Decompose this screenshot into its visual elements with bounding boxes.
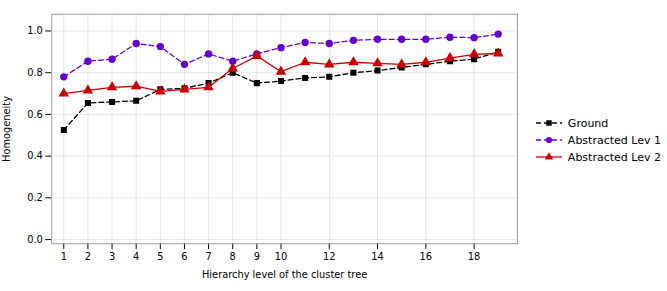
svg-text:4: 4 (133, 251, 139, 262)
svg-text:5: 5 (157, 251, 163, 262)
svg-text:0.8: 0.8 (27, 67, 43, 78)
html-text:Abstracted Lev 1: Abstracted Lev 1 (567, 133, 661, 147)
svg-text:2: 2 (85, 251, 91, 262)
svg-text:0.4: 0.4 (27, 150, 43, 161)
svg-text:18: 18 (468, 251, 481, 262)
svg-text:1: 1 (61, 251, 67, 262)
svg-text:1.0: 1.0 (27, 25, 43, 36)
svg-text:14: 14 (371, 251, 384, 262)
html-text:Ground: Ground (567, 116, 609, 130)
html-text:Abstracted Lev 2: Abstracted Lev 2 (567, 150, 661, 164)
svg-text:0.2: 0.2 (27, 192, 43, 203)
svg-text:3: 3 (109, 251, 115, 262)
svg-text:8: 8 (230, 251, 236, 262)
svg-text:12: 12 (323, 251, 336, 262)
svg-text:10: 10 (275, 251, 288, 262)
svg-text:9: 9 (254, 251, 260, 262)
svg-text:Hierarchy level of the cluster: Hierarchy level of the cluster tree (202, 269, 367, 280)
svg-text:0.0: 0.0 (27, 234, 43, 245)
svg-text:0.6: 0.6 (27, 109, 43, 120)
svg-text:Homogeneity: Homogeneity (1, 96, 12, 162)
svg-text:16: 16 (420, 251, 433, 262)
svg-text:7: 7 (205, 251, 211, 262)
svg-text:6: 6 (181, 251, 187, 262)
